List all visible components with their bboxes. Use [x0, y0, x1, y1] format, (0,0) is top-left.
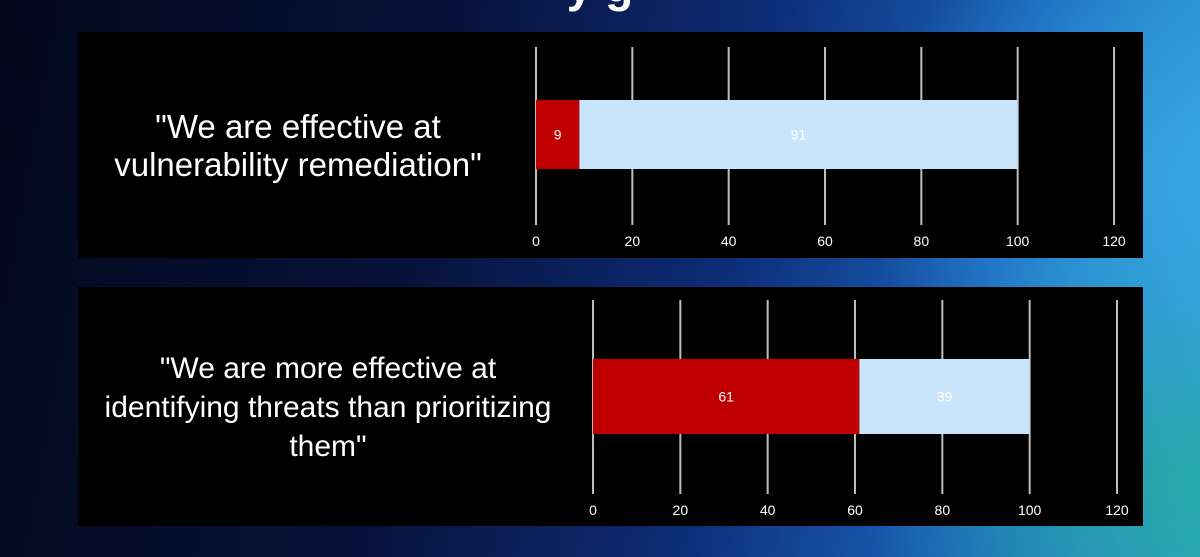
- x-tick-label: 80: [914, 233, 930, 249]
- statement-line: identifying threats than prioritizing: [104, 390, 552, 424]
- x-tick-label: 80: [935, 502, 951, 518]
- x-tick-label: 60: [847, 502, 863, 518]
- statement-line: "We are effective at: [155, 108, 441, 145]
- bar-data-label: 9: [554, 127, 562, 143]
- x-tick-label: 100: [1006, 233, 1030, 249]
- bar-chart: 0 20 40 60 80 100 120 9 91: [532, 47, 1126, 249]
- slide-title: y g: [250, 0, 950, 12]
- chart-panel-prioritization: "We are more effective at identifying th…: [78, 287, 1143, 526]
- chart-panel-remediation: "We are effective at vulnerability remed…: [78, 32, 1143, 258]
- x-tick-label: 20: [673, 502, 689, 518]
- x-tick-label: 100: [1018, 502, 1042, 518]
- bar-segment-disagree: [536, 100, 580, 169]
- bar-segment-disagree: [593, 359, 860, 434]
- x-tick-label: 120: [1105, 502, 1129, 518]
- x-tick-label: 40: [760, 502, 776, 518]
- statement-line: them": [289, 429, 367, 463]
- survey-statement: "We are effective at vulnerability remed…: [78, 86, 518, 206]
- survey-statement: "We are more effective at identifying th…: [78, 332, 578, 482]
- bar-data-label: 91: [791, 127, 807, 143]
- bar-segment-agree: [859, 359, 1030, 434]
- bar-segment-agree: [579, 100, 1018, 169]
- x-tick-label: 120: [1102, 233, 1126, 249]
- bar-data-label: 61: [718, 389, 734, 405]
- x-tick-label: 0: [589, 502, 597, 518]
- statement-line: vulnerability remediation": [114, 146, 482, 183]
- bar-data-label: 39: [937, 389, 953, 405]
- x-tick-label: 60: [817, 233, 833, 249]
- x-tick-label: 20: [625, 233, 641, 249]
- bar-chart: 0 20 40 60 80 100 120 61 39: [589, 300, 1129, 518]
- x-tick-label: 40: [721, 233, 737, 249]
- x-tick-label: 0: [532, 233, 540, 249]
- statement-line: "We are more effective at: [159, 351, 497, 385]
